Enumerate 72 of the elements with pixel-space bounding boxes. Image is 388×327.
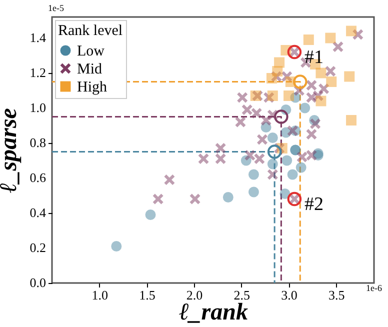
point — [242, 104, 252, 115]
point — [325, 32, 336, 44]
point — [332, 42, 344, 52]
point — [344, 71, 355, 82]
x-axis-title: ℓ_rank — [179, 300, 248, 326]
point — [280, 188, 290, 199]
point — [293, 74, 308, 89]
y-axis-title: ℓ_sparse — [0, 108, 22, 193]
y-tick-label: 0.8 — [30, 135, 46, 150]
point — [274, 110, 288, 124]
annotation: #2 — [304, 194, 324, 215]
point — [198, 154, 209, 164]
annotation: 1e-6 — [366, 283, 382, 293]
point — [325, 66, 336, 76]
point — [306, 129, 317, 140]
point — [254, 154, 265, 164]
x-tick-label: 3.0 — [281, 288, 298, 302]
point — [251, 108, 262, 118]
point — [237, 92, 248, 103]
point — [267, 169, 278, 180]
point — [164, 174, 175, 185]
x-tick-label: 2.0 — [186, 288, 203, 302]
point — [244, 150, 256, 160]
point — [267, 90, 278, 101]
point — [296, 162, 306, 173]
point — [287, 126, 298, 136]
point — [310, 118, 321, 129]
point — [266, 73, 277, 84]
point — [215, 154, 226, 164]
y-tick-label: 1.4 — [30, 30, 46, 45]
point — [267, 158, 278, 170]
y-tick-label: 1.0 — [30, 100, 46, 115]
legend-title: Rank level — [58, 23, 123, 39]
x-tick-label: 3.5 — [328, 288, 345, 302]
point — [248, 186, 259, 198]
legend-label: Low — [77, 44, 105, 60]
point — [303, 34, 314, 45]
point — [300, 102, 310, 114]
point — [296, 152, 308, 162]
point — [346, 115, 357, 126]
y-tick-label: 0.6 — [30, 170, 46, 185]
point — [190, 194, 200, 204]
x-tick-label: 1.5 — [139, 288, 156, 302]
point — [306, 80, 317, 90]
legend-label: Mid — [77, 62, 103, 78]
text: 1e-5 — [48, 3, 64, 13]
point — [284, 90, 294, 101]
point — [282, 155, 292, 166]
x-tick-label: 2.5 — [234, 288, 250, 302]
point — [346, 26, 357, 36]
point — [248, 169, 259, 180]
point — [222, 192, 234, 202]
point — [257, 134, 268, 145]
point — [267, 132, 278, 143]
x-tick-label: 1.0 — [92, 288, 108, 302]
point — [152, 194, 164, 204]
point — [145, 210, 156, 220]
point — [316, 96, 326, 106]
y-tick-label: 1.2 — [30, 65, 46, 80]
point — [306, 150, 317, 160]
y-tick-label: 0.0 — [30, 275, 46, 290]
legend-label: High — [77, 80, 108, 96]
point — [235, 116, 246, 128]
point — [316, 68, 326, 78]
y-tick-label: 0.4 — [30, 205, 46, 220]
y-tick-label: 0.2 — [30, 240, 46, 255]
point — [326, 76, 337, 87]
point — [215, 143, 226, 154]
annotation: #1 — [304, 47, 324, 68]
point — [267, 144, 282, 159]
point — [287, 169, 298, 180]
point — [111, 241, 122, 252]
